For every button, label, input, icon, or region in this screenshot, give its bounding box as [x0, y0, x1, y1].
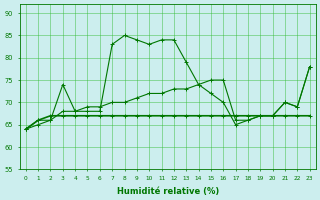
X-axis label: Humidité relative (%): Humidité relative (%) — [116, 187, 219, 196]
